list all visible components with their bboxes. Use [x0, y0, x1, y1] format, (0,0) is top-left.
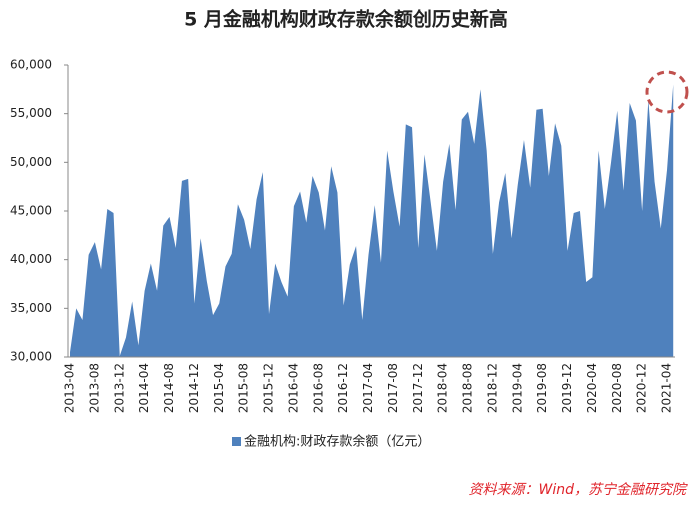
x-tick-label: 2020-12: [635, 363, 649, 413]
x-tick-label: 2018-04: [436, 363, 450, 413]
x-tick-label: 2019-04: [510, 363, 524, 413]
x-tick-label: 2019-08: [535, 363, 549, 413]
legend-swatch: [232, 437, 241, 446]
x-tick-label: 2013-04: [63, 363, 77, 413]
chart-title: 5 月金融机构财政存款余额创历史新高: [184, 8, 508, 31]
x-tick-label: 2016-12: [336, 363, 350, 413]
x-tick-label: 2015-04: [212, 363, 226, 413]
x-tick-label: 2019-12: [560, 363, 574, 413]
y-tick-label: 60,000: [10, 58, 52, 72]
y-tick-label: 50,000: [10, 155, 52, 169]
x-tick-label: 2013-08: [87, 363, 101, 413]
x-tick-label: 2018-12: [485, 363, 499, 413]
y-tick-label: 30,000: [10, 350, 52, 364]
x-tick-label: 2017-04: [361, 363, 375, 413]
x-tick-label: 2014-12: [187, 363, 201, 413]
source-note: 资料来源：Wind，苏宁金融研究院: [469, 482, 688, 498]
x-tick-label: 2014-04: [137, 363, 151, 413]
x-tick-label: 2016-04: [286, 363, 300, 413]
x-tick-label: 2015-08: [237, 363, 251, 413]
legend-label: 金融机构:财政存款余额（亿元）: [244, 434, 430, 450]
y-tick-label: 45,000: [10, 204, 52, 218]
x-tick-label: 2013-12: [112, 363, 126, 413]
x-tick-label: 2021-04: [660, 363, 674, 413]
x-tick-label: 2020-08: [610, 363, 624, 413]
y-tick-label: 35,000: [10, 301, 52, 315]
x-tick-label: 2016-08: [311, 363, 325, 413]
area: [70, 84, 674, 357]
highlight-circle: [645, 70, 689, 114]
y-tick-label: 55,000: [10, 106, 52, 120]
x-tick-label: 2020-04: [585, 363, 599, 413]
x-tick-label: 2017-12: [411, 363, 425, 413]
x-tick-label: 2017-08: [386, 363, 400, 413]
x-tick-label: 2018-08: [461, 363, 475, 413]
x-tick-label: 2014-08: [162, 363, 176, 413]
x-tick-label: 2015-12: [262, 363, 276, 413]
y-tick-label: 40,000: [10, 252, 52, 266]
